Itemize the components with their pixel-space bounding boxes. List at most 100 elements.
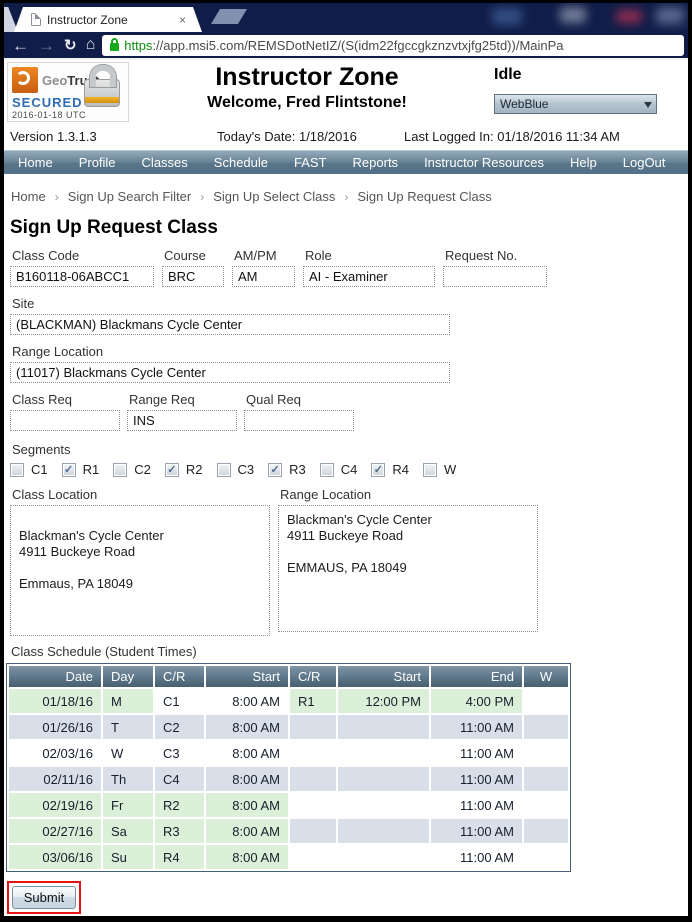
schedule-col-header: End (431, 666, 522, 687)
schedule-cell: 11:00 AM (431, 819, 522, 843)
schedule-cell (290, 741, 336, 765)
browser-tab-bar: Instructor Zone × (4, 3, 688, 32)
ampm-label: AM/PM (234, 248, 277, 263)
site-label: Site (12, 296, 35, 311)
blurred-tab-blob (616, 10, 642, 23)
browser-window: Instructor Zone × ← → ↻ ⌂ https ://app.m… (4, 3, 688, 916)
theme-selected-value: WebBlue (500, 97, 549, 111)
page-title: Instructor Zone (215, 63, 399, 91)
reload-button-icon[interactable]: ↻ (64, 36, 77, 54)
geotrust-seal: GeoTrust SECURED 2016-01-18 UTC (7, 62, 129, 122)
browser-toolbar: ← → ↻ ⌂ https ://app.msi5.com/REMSDotNet… (4, 32, 688, 60)
schedule-cell: 02/27/16 (9, 819, 101, 843)
class-location-box[interactable]: Blackman's Cycle Center 4911 Buckeye Roa… (10, 505, 270, 636)
breadcrumb-separator: › (200, 189, 205, 204)
ampm-field[interactable] (232, 266, 295, 287)
new-tab-button[interactable] (211, 9, 247, 24)
nav-item-reports[interactable]: Reports (352, 155, 399, 170)
schedule-cell (290, 793, 336, 817)
nav-item-help[interactable]: Help (570, 155, 597, 170)
segment-checkbox-c4[interactable] (319, 462, 334, 477)
role-field[interactable] (303, 266, 435, 287)
segment-label-c2: C2 (134, 462, 151, 477)
schedule-cell (524, 845, 568, 869)
segment-label-r2: R2 (185, 462, 203, 477)
schedule-col-header: Start (338, 666, 429, 687)
nav-item-instructor-resources[interactable]: Instructor Resources (424, 155, 544, 170)
schedule-cell: R4 (155, 845, 204, 869)
segment-c3: C3 (216, 462, 255, 477)
schedule-cell (524, 741, 568, 765)
schedule-cell (524, 715, 568, 739)
schedule-cell: 11:00 AM (431, 741, 522, 765)
schedule-cell (290, 767, 336, 791)
theme-select[interactable]: WebBlue (494, 94, 657, 114)
segment-checkbox-w[interactable] (423, 462, 437, 477)
blurred-tab-blob (560, 7, 586, 23)
class-location-label: Class Location (12, 487, 98, 502)
segment-r3: ✓ R3 (268, 462, 306, 477)
browser-tab[interactable]: Instructor Zone × (14, 7, 202, 32)
schedule-cell (338, 767, 429, 791)
home-button-icon[interactable]: ⌂ (85, 36, 96, 53)
segment-c1: C1 (10, 462, 48, 477)
segment-label-c3: C3 (237, 462, 255, 477)
seal-secured-text: SECURED (12, 95, 83, 110)
segment-checkbox-c1[interactable] (10, 462, 24, 477)
schedule-header-row: Date Day C/R Start C/R Start End W (9, 666, 568, 687)
class-req-field[interactable] (10, 410, 120, 431)
schedule-cell: R3 (155, 819, 204, 843)
nav-item-home[interactable]: Home (18, 155, 53, 170)
segment-checkbox-r1[interactable]: ✓ (61, 462, 76, 477)
segment-checkbox-r3[interactable]: ✓ (268, 462, 283, 477)
tab-close-icon[interactable]: × (178, 12, 186, 27)
schedule-cell: Sa (103, 819, 153, 843)
schedule-row: 02/03/16 W C3 8:00 AM 11:00 AM (9, 741, 568, 765)
qual-req-field[interactable] (244, 410, 354, 431)
segment-checkbox-r4[interactable]: ✓ (371, 462, 386, 477)
schedule-row: 02/19/16 Fr R2 8:00 AM 11:00 AM (9, 793, 568, 817)
range-location-box[interactable]: Blackman's Cycle Center 4911 Buckeye Roa… (278, 505, 538, 632)
segment-checkbox-c3[interactable] (216, 462, 231, 477)
range-location-field[interactable] (10, 362, 450, 383)
schedule-cell (524, 793, 568, 817)
schedule-row: 02/27/16 Sa R3 8:00 AM 11:00 AM (9, 819, 568, 843)
breadcrumb-item-sign-up-select-class[interactable]: Sign Up Select Class (213, 189, 336, 204)
schedule-cell: C4 (155, 767, 204, 791)
nav-item-schedule[interactable]: Schedule (213, 155, 269, 170)
nav-item-logout[interactable]: LogOut (622, 155, 666, 170)
geotrust-logo-icon (12, 67, 38, 93)
nav-item-classes[interactable]: Classes (141, 155, 188, 170)
schedule-cell (524, 819, 568, 843)
forward-button-icon[interactable]: → (38, 35, 55, 55)
course-field[interactable] (162, 266, 224, 287)
breadcrumb-item-home[interactable]: Home (11, 189, 46, 204)
segment-checkbox-c2[interactable] (113, 462, 128, 477)
breadcrumb-item-sign-up-request-class: Sign Up Request Class (357, 189, 492, 204)
range-req-field[interactable] (127, 410, 237, 431)
schedule-col-header: Date (9, 666, 101, 687)
submit-button[interactable]: Submit (12, 886, 76, 909)
nav-item-fast[interactable]: FAST (294, 155, 327, 170)
segment-r4: ✓ R4 (371, 462, 409, 477)
schedule-cell: C2 (155, 715, 204, 739)
schedule-col-header: W (524, 666, 568, 687)
site-field[interactable] (10, 314, 450, 335)
class-code-field[interactable] (10, 266, 154, 287)
request-no-field[interactable] (443, 266, 547, 287)
schedule-row: 01/18/16 M C1 8:00 AM R1 12:00 PM 4:00 PM (9, 689, 568, 713)
segment-checkbox-r2[interactable]: ✓ (164, 462, 179, 477)
schedule-row: 02/11/16 Th C4 8:00 AM 11:00 AM (9, 767, 568, 791)
nav-item-profile[interactable]: Profile (78, 155, 116, 170)
schedule-cell: 8:00 AM (206, 715, 288, 739)
schedule-cell (524, 767, 568, 791)
schedule-col-header: C/R (290, 666, 336, 687)
segments-label: Segments (12, 442, 71, 457)
schedule-cell: 01/18/16 (9, 689, 101, 713)
breadcrumb-item-sign-up-search-filter[interactable]: Sign Up Search Filter (67, 189, 192, 204)
back-button-icon[interactable]: ← (12, 35, 29, 55)
form-title: Sign Up Request Class (10, 217, 218, 238)
schedule-cell: T (103, 715, 153, 739)
schedule-cell (338, 793, 429, 817)
address-bar[interactable]: https ://app.msi5.com/REMSDotNetIZ/(S(id… (102, 34, 684, 56)
